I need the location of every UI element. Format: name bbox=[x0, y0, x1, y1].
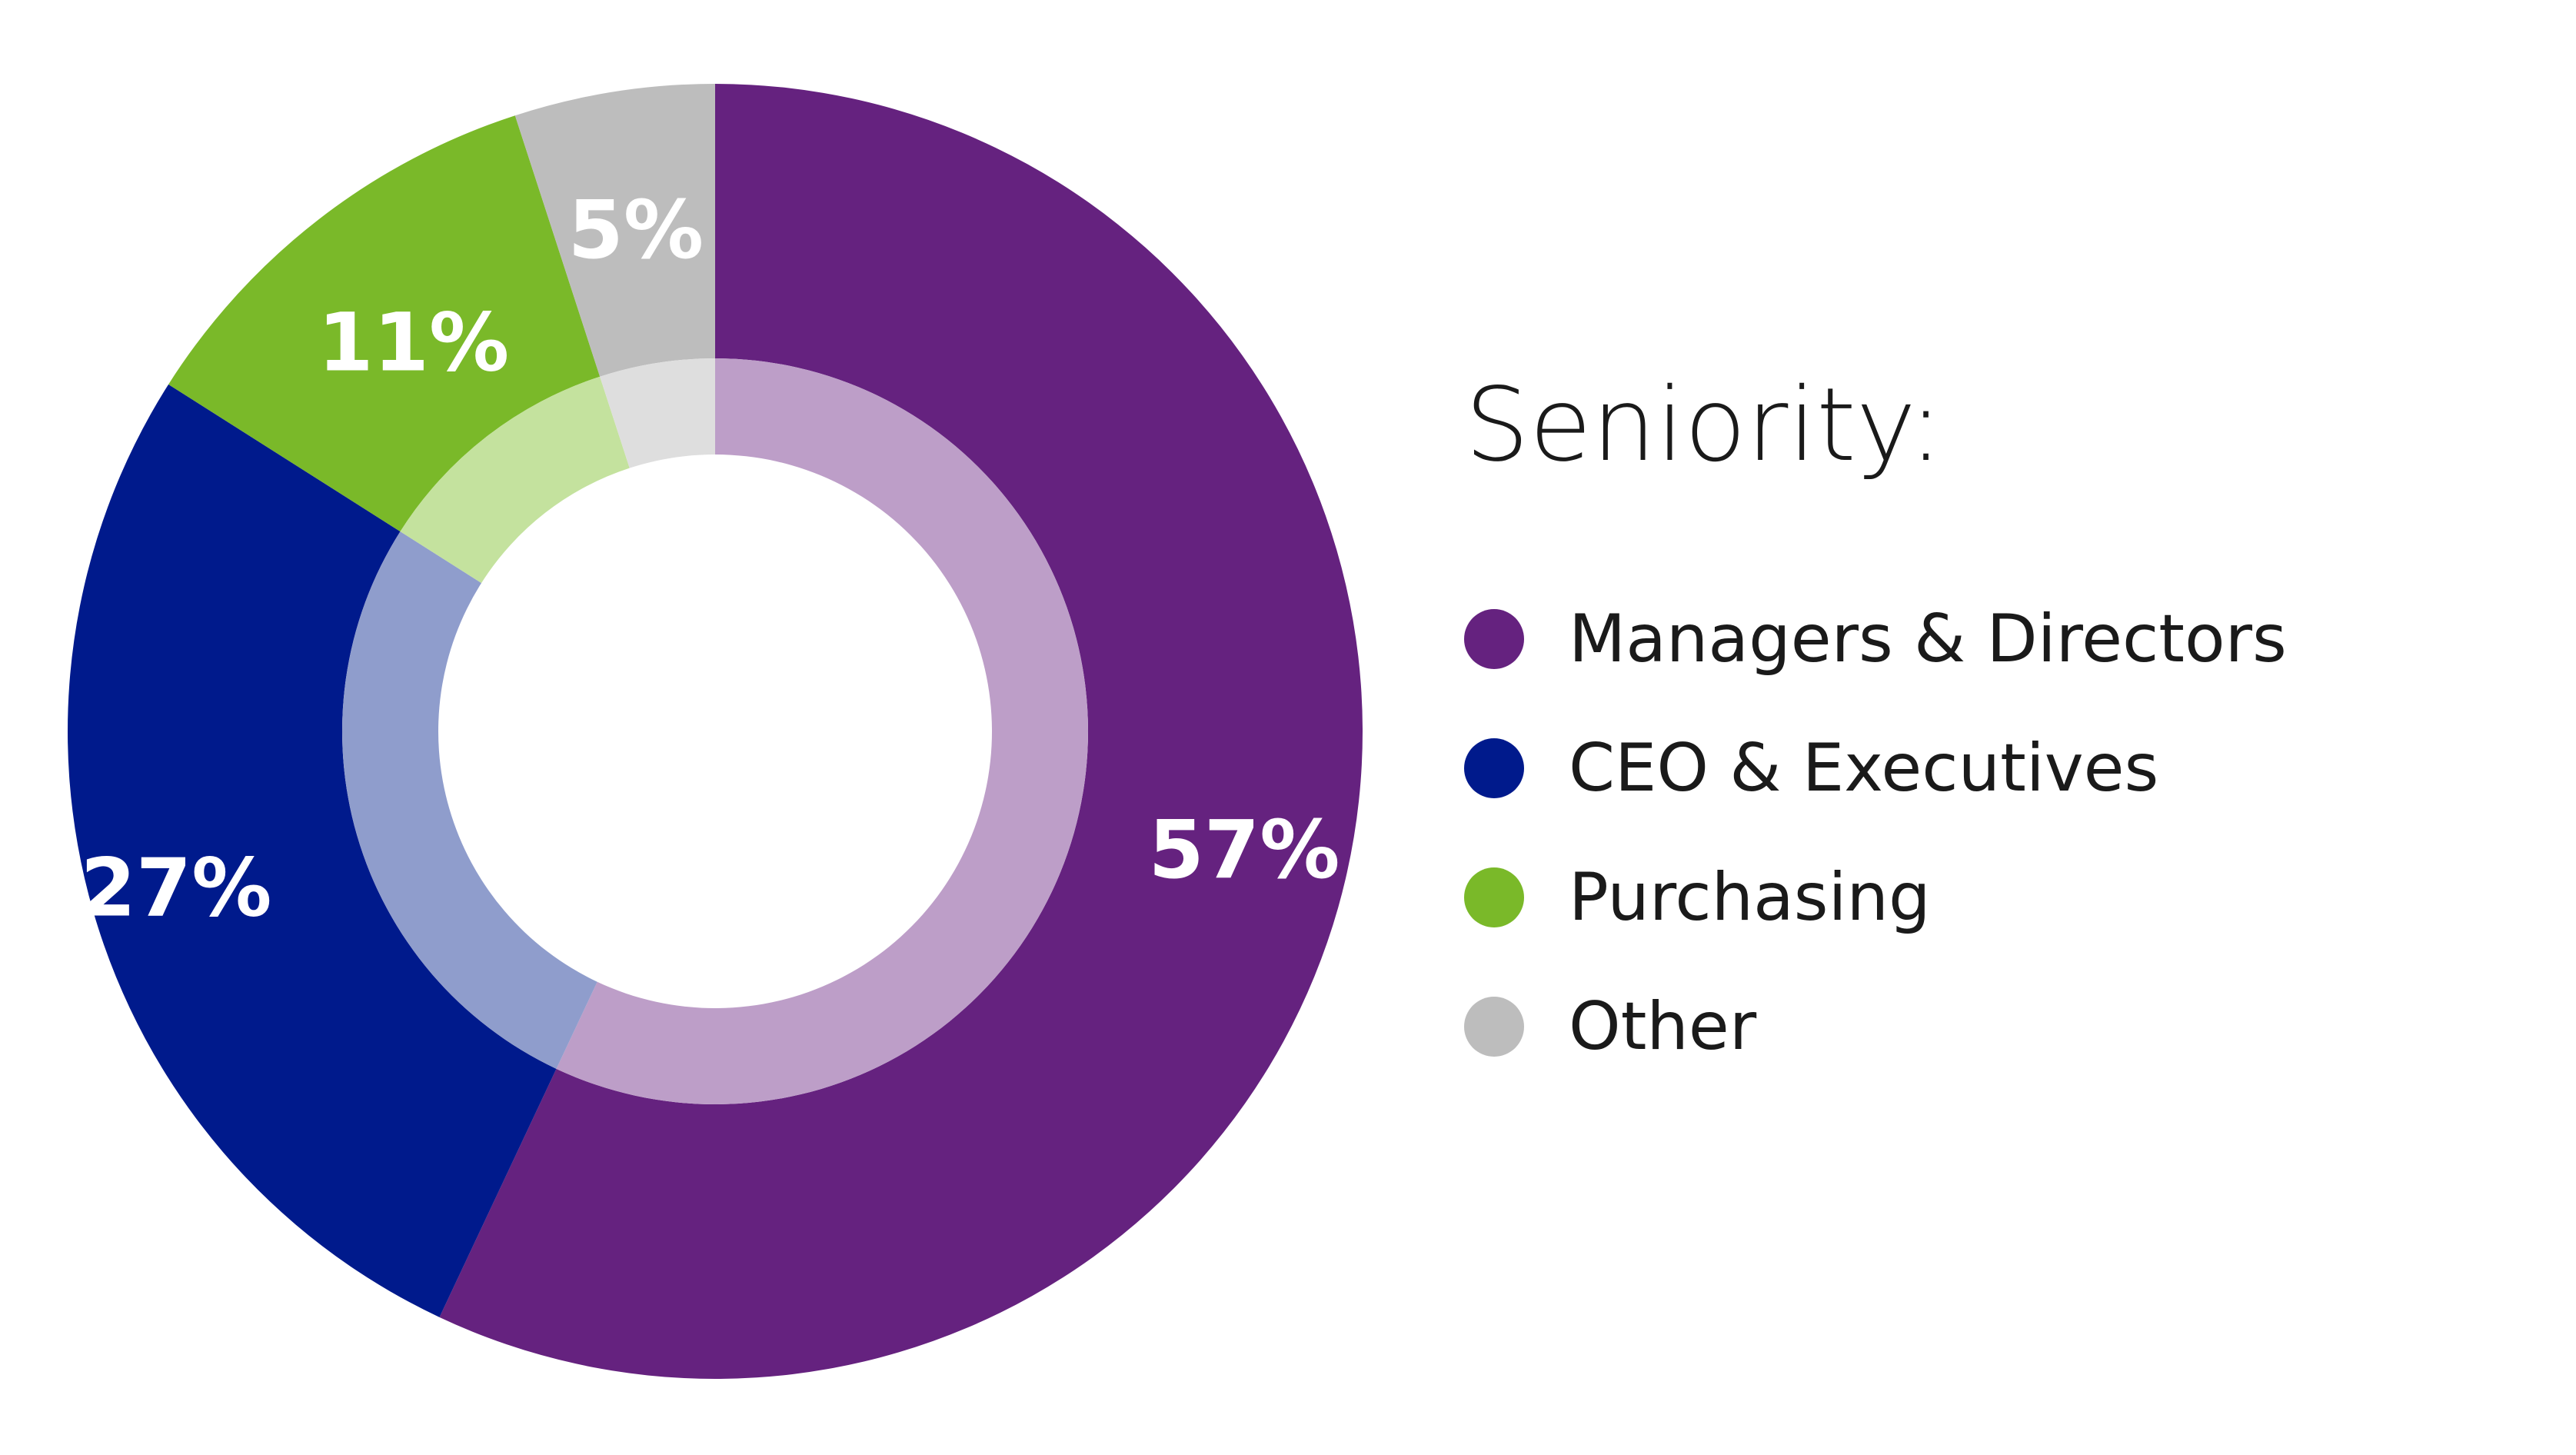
legend-label-purchasing: Purchasing bbox=[1569, 859, 1931, 936]
legend: Managers & Directors CEO & Executives Purc… bbox=[1464, 601, 2287, 1065]
legend-swatch-other bbox=[1464, 997, 1524, 1057]
slice-managers-directors bbox=[439, 84, 1363, 1379]
legend-swatch-ceo-executives bbox=[1464, 738, 1524, 798]
legend-title: Seniority: bbox=[1465, 366, 1943, 484]
slices bbox=[67, 84, 1363, 1379]
slice-other bbox=[514, 84, 715, 377]
data-label-ceo-executives: 27% bbox=[81, 841, 272, 935]
slice-purchasing bbox=[168, 115, 601, 532]
slice-ceo-executives bbox=[67, 384, 557, 1317]
inner-slice-managers-directors bbox=[556, 358, 1088, 1104]
inner-slice-purchasing bbox=[400, 376, 630, 584]
data-label-managers-directors: 57% bbox=[1149, 803, 1340, 897]
data-labels: 57% 27% 11% 5% bbox=[81, 183, 1340, 935]
inner-slice-other bbox=[600, 358, 715, 468]
inner-slice-ceo-executives bbox=[342, 531, 597, 1069]
legend-swatch-managers-directors bbox=[1464, 609, 1524, 669]
legend-label-ceo-executives: CEO & Executives bbox=[1569, 730, 2158, 807]
legend-label-other: Other bbox=[1569, 988, 1757, 1065]
data-label-other: 5% bbox=[567, 183, 704, 277]
legend-swatch-purchasing bbox=[1464, 867, 1524, 927]
data-label-purchasing: 11% bbox=[318, 295, 509, 389]
legend-label-managers-directors: Managers & Directors bbox=[1569, 601, 2287, 678]
